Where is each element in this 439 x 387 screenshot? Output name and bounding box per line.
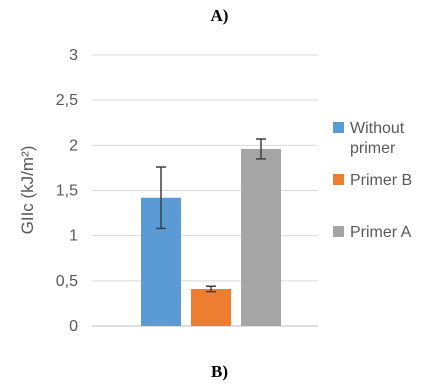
legend: Without primer Primer B Primer A (333, 120, 412, 241)
gridlines (92, 54, 318, 327)
legend-swatch (333, 122, 344, 133)
y-tick-label: 1 (69, 228, 78, 245)
y-tick-label: 1,5 (56, 183, 78, 200)
bar-primer-b (191, 288, 231, 326)
y-axis-ticks: 0 0,5 1 1,5 2 2,5 3 (56, 47, 78, 335)
panel-label-bottom: B) (211, 362, 228, 381)
y-tick-label: 2 (69, 137, 78, 154)
panel-label-top: A) (210, 6, 229, 25)
y-tick-label: 0,5 (56, 273, 78, 290)
legend-swatch (333, 226, 344, 237)
y-tick-label: 3 (69, 47, 78, 64)
legend-entry: Primer B (350, 172, 412, 189)
y-tick-label: 0 (69, 318, 78, 335)
legend-entry: Without primer (350, 120, 405, 157)
y-axis-label: GIIc (kJ/m²) (18, 146, 37, 235)
legend-entry: Primer A (350, 224, 412, 241)
error-bars (156, 138, 266, 293)
bars (141, 148, 281, 326)
legend-swatch (333, 174, 344, 185)
y-tick-label: 2,5 (56, 92, 78, 109)
bar-primer-a (241, 148, 281, 326)
